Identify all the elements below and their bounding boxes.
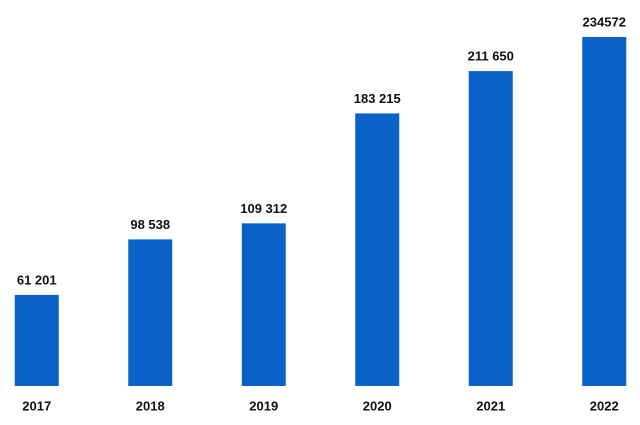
bar bbox=[468, 71, 513, 386]
bar bbox=[14, 294, 59, 386]
bar bbox=[241, 223, 286, 386]
value-label: 234572 bbox=[583, 14, 626, 29]
value-label: 211 650 bbox=[468, 49, 514, 64]
value-label: 109 312 bbox=[240, 201, 287, 216]
value-label: 61 201 bbox=[17, 272, 57, 287]
x-tick-label: 2020 bbox=[363, 398, 392, 413]
x-tick-label: 2018 bbox=[136, 398, 165, 413]
value-label: 98 538 bbox=[130, 217, 170, 232]
bar bbox=[128, 239, 173, 386]
x-tick-label: 2017 bbox=[22, 398, 51, 413]
value-label: 183 215 bbox=[354, 91, 401, 106]
x-tick-label: 2019 bbox=[249, 398, 278, 413]
bar bbox=[355, 113, 400, 386]
x-tick-label: 2021 bbox=[476, 398, 505, 413]
bar bbox=[582, 37, 627, 386]
x-tick-label: 2022 bbox=[590, 398, 619, 413]
